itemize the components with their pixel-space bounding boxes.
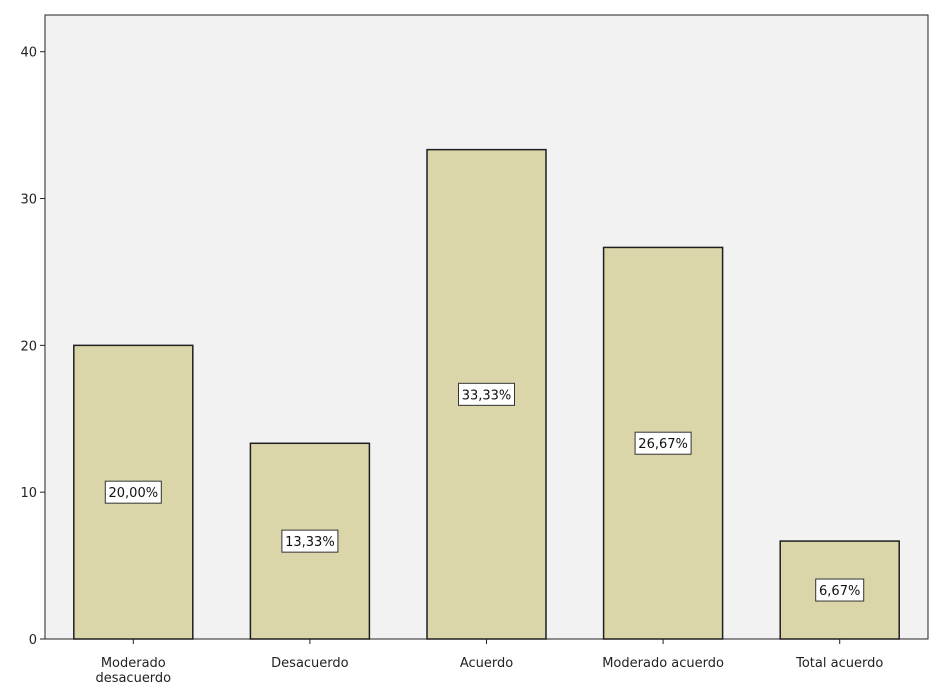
- x-tick-label: Desacuerdo: [271, 656, 349, 671]
- bar-chart: 010203040 20,00%13,33%33,33%26,67%6,67% …: [0, 0, 940, 700]
- data-label: 13,33%: [285, 535, 335, 550]
- y-axis: 0 10 20 30 40: [20, 46, 45, 648]
- y-tick-label: 0: [29, 633, 37, 648]
- data-label: 33,33%: [462, 388, 512, 403]
- x-tick-label: Acuerdo: [460, 656, 513, 671]
- x-tick-label: Total acuerdo: [795, 656, 883, 671]
- data-label: 26,67%: [638, 437, 688, 452]
- y-tick-label: 10: [20, 486, 37, 501]
- y-tick-label: 40: [20, 46, 37, 61]
- data-label: 6,67%: [819, 584, 860, 599]
- x-tick-label: Moderado acuerdo: [602, 656, 724, 671]
- x-tick-label: Moderado: [101, 656, 166, 671]
- data-label: 20,00%: [109, 486, 159, 501]
- y-tick-label: 30: [20, 193, 37, 208]
- x-tick-label: desacuerdo: [95, 671, 171, 686]
- y-tick-label: 20: [20, 339, 37, 354]
